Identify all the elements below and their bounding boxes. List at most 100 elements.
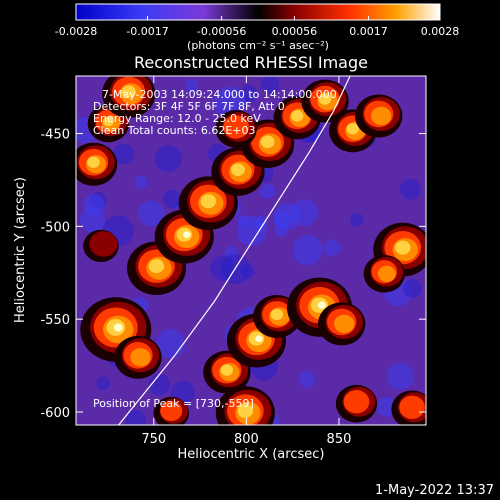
blob-ring (395, 240, 411, 255)
emission-blob (363, 254, 405, 293)
background-patch (113, 143, 135, 165)
background-patch (236, 216, 267, 246)
blob-ring (346, 123, 359, 135)
blob-ring (260, 135, 275, 149)
solar-limb-curve (118, 76, 351, 425)
emission-blob (114, 335, 162, 379)
emission-blob (102, 76, 156, 118)
blob-ring (148, 259, 165, 274)
emission-blob (76, 142, 118, 186)
x-tick-label: 850 (327, 432, 352, 447)
axis-ticks: 750 800 850 -450 -500 -550 -600 (40, 76, 426, 447)
colorbar-tick-label: 0.0028 (421, 25, 460, 38)
y-axis-label: Heliocentric Y (arcsec) (13, 177, 28, 323)
blob-ring (89, 231, 118, 257)
background-patch (148, 373, 171, 396)
colorbar-tick-label: 0.00056 (272, 25, 318, 38)
background-patch (220, 254, 251, 285)
y-tick-label: -550 (40, 313, 70, 328)
background-patch (292, 235, 323, 266)
background-patch (154, 145, 182, 173)
blob-ring (377, 265, 396, 282)
emission-blob (153, 396, 190, 425)
colorbar-tick-label: -0.0017 (126, 25, 168, 38)
colorbar-tick-label: -0.0028 (55, 25, 97, 38)
blob-ring (317, 301, 326, 309)
blob-ring (291, 110, 304, 122)
background-patch (96, 376, 110, 391)
emission-blob (355, 94, 403, 138)
blob-ring (87, 156, 100, 168)
background-patch (350, 212, 364, 227)
blob-ring (255, 335, 263, 342)
y-tick-label: -600 (40, 406, 70, 421)
emission-blobs (76, 76, 426, 425)
emission-blob (335, 384, 378, 423)
blob-ring (160, 401, 183, 422)
emission-blob (215, 386, 275, 425)
background-patch (163, 189, 182, 209)
annotation-line: Clean Total counts: 6.62E+03 (93, 124, 256, 137)
emission-blob (241, 119, 295, 168)
blob-ring (183, 231, 191, 238)
background-patch (185, 78, 199, 93)
emission-blob (391, 390, 426, 425)
blob-ring (371, 106, 392, 126)
background-patch (403, 279, 422, 298)
blob-ring (237, 403, 254, 419)
background-patch (214, 86, 246, 119)
chart-title: Reconstructed RHESSI Image (134, 53, 368, 72)
blob-ring (270, 308, 284, 321)
blob-ring (113, 323, 123, 332)
emission-blob (301, 79, 349, 123)
annotation-line: 7-May-2003 14:09:24.000 to 14:14:00.000 (102, 88, 337, 101)
footer-timestamp: 1-May-2022 13:37 (375, 483, 494, 498)
blob-ring (220, 364, 234, 376)
background-patch (290, 199, 318, 227)
annotation-line: Energy Range: 12.0 - 25.0 keV (93, 112, 261, 125)
x-tick-label: 800 (234, 432, 259, 447)
background-patch (298, 371, 316, 388)
colorbar-tick-label: -0.00056 (197, 25, 246, 38)
emission-blob (318, 302, 366, 346)
background-patch (324, 239, 341, 257)
peak-position-label: Position of Peak = [730,-559] (93, 397, 254, 410)
annotation-line: Detectors: 3F 4F 5F 6F 7F 8F, Att 0 (93, 100, 285, 113)
x-axis-label: Heliocentric X (arcsec) (178, 447, 325, 462)
background-patch (125, 409, 147, 425)
background-patch (134, 175, 148, 189)
blob-ring (223, 115, 249, 139)
background-patch (138, 200, 165, 227)
blob-ring (130, 348, 151, 367)
x-tick-label: 750 (141, 432, 166, 447)
colorbar-tick-label: 0.0017 (349, 25, 388, 38)
annotations: 7-May-2003 14:09:24.000 to 14:14:00.000D… (93, 88, 337, 137)
emission-blob (126, 241, 187, 296)
blob-ring (318, 93, 332, 105)
background-patch (386, 362, 414, 390)
blob-ring (343, 390, 370, 414)
background-patch (260, 76, 280, 94)
colorbar (76, 4, 440, 20)
plot-frame (75, 75, 427, 426)
background-patch (83, 194, 105, 216)
plot-image (76, 76, 426, 425)
background-patch (274, 223, 288, 237)
colorbar-frame (75, 3, 441, 21)
emission-blob (211, 147, 265, 196)
emission-blob (215, 110, 257, 148)
blob-ring (399, 395, 425, 419)
blob-ring (102, 116, 114, 127)
y-tick-label: -500 (40, 220, 70, 235)
colorbar-unit-label: (photons cm⁻² s⁻¹ asec⁻²) (187, 39, 329, 52)
background-patch (259, 183, 276, 199)
y-tick-label: -450 (40, 128, 70, 143)
blob-ring (334, 314, 355, 334)
colorbar-ticks: -0.0028 -0.0017 -0.00056 0.00056 0.0017 0.002… (55, 16, 459, 38)
blob-ring (200, 194, 217, 209)
blob-ring (230, 163, 245, 177)
blob-ring (121, 85, 136, 99)
background-patch (376, 397, 397, 417)
background-patch (399, 179, 421, 200)
